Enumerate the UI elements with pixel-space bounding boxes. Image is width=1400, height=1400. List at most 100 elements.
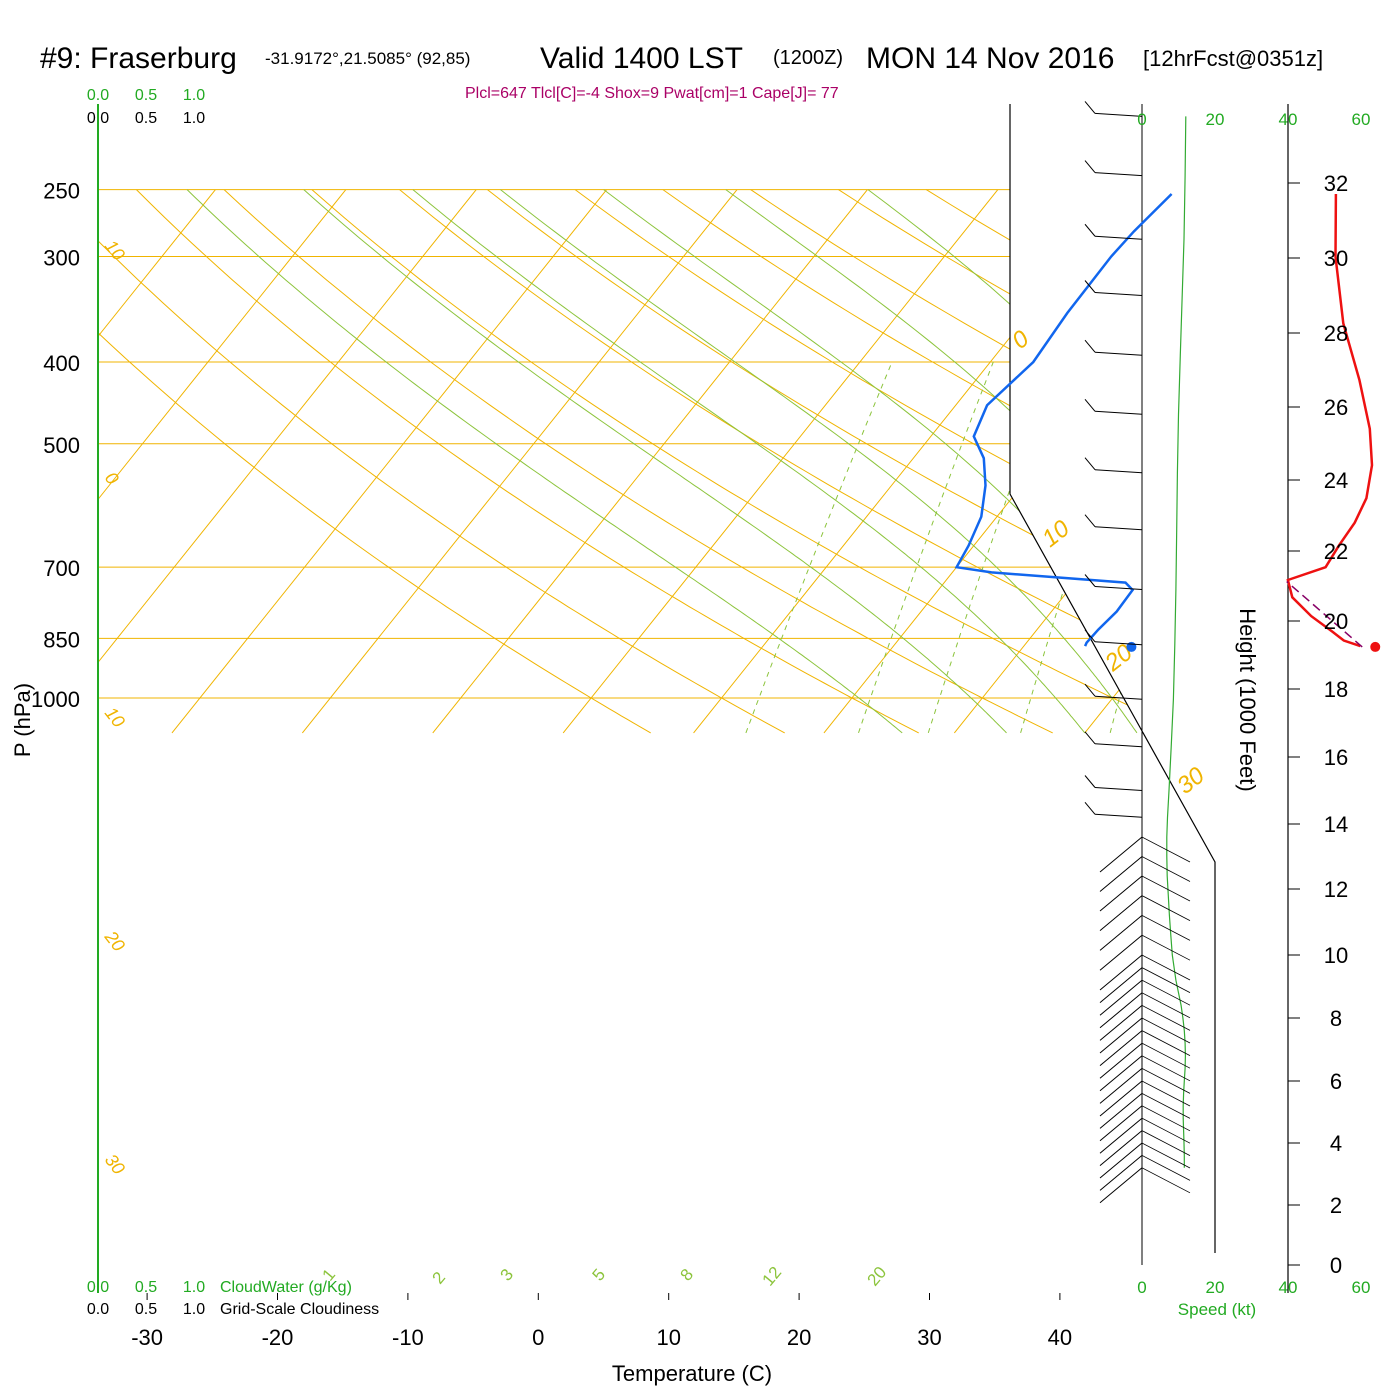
isotherm-label: 10 bbox=[1037, 515, 1075, 553]
wind-barb-flag bbox=[1084, 629, 1096, 643]
isotherm-label: 10 bbox=[101, 236, 129, 264]
mixing-ratio-line bbox=[1020, 361, 1139, 734]
height-tick-label: 28 bbox=[1324, 321, 1348, 346]
temperature-tick-label: 40 bbox=[1048, 1325, 1072, 1350]
speed-tick-label-top: 0 bbox=[1137, 110, 1146, 129]
wind-barb bbox=[1094, 586, 1143, 590]
wind-barb bbox=[1094, 410, 1143, 415]
wind-barb bbox=[1099, 1042, 1143, 1079]
wind-barb-flag bbox=[1141, 856, 1191, 882]
wind-barb bbox=[1099, 836, 1143, 873]
dry-adiabat bbox=[574, 189, 1215, 734]
parcel-trace bbox=[1286, 581, 1363, 648]
x-axis-label: Temperature (C) bbox=[612, 1361, 772, 1386]
moist-adiabat bbox=[867, 189, 1215, 734]
cloud-scale-bottom: 0.00.00.50.51.01.0 bbox=[87, 1279, 205, 1318]
height-tick-label: 16 bbox=[1324, 745, 1348, 770]
wind-barb-flag bbox=[1141, 1080, 1191, 1107]
wind-barb bbox=[1099, 934, 1143, 971]
wind-barb-flag bbox=[1084, 574, 1096, 587]
wind-barb-flag bbox=[1084, 160, 1096, 173]
wind-barb bbox=[1099, 1105, 1143, 1142]
wind-barb-flag bbox=[1141, 1017, 1191, 1044]
wind-barb bbox=[1099, 1130, 1143, 1166]
wind-barb-flag bbox=[1141, 1068, 1191, 1094]
height-tick-label: 8 bbox=[1330, 1006, 1342, 1031]
pressure-tick-label: 850 bbox=[43, 627, 80, 652]
wind-barb bbox=[1099, 895, 1143, 931]
wind-speed-line bbox=[1166, 116, 1187, 1168]
mixing-ratio-label: 5 bbox=[589, 1265, 610, 1284]
mixing-ratio-label: 2 bbox=[429, 1268, 450, 1287]
cloudwater-label: CloudWater (g/Kg) bbox=[220, 1279, 352, 1296]
pressure-tick-label: 1000 bbox=[31, 687, 80, 712]
wind-barb bbox=[1099, 1117, 1143, 1154]
wind-barb-flag bbox=[1084, 101, 1096, 114]
wind-barb-flag bbox=[1141, 875, 1191, 902]
moist-adiabat bbox=[412, 189, 1086, 734]
wind-barb-flag bbox=[1141, 915, 1191, 941]
wind-barb bbox=[1099, 979, 1143, 1016]
cloudiness-scale-label: 1.0 bbox=[183, 110, 205, 127]
wind-barb-flag bbox=[1141, 1005, 1191, 1031]
wind-barb-flag bbox=[1141, 1093, 1191, 1119]
speed-axis-label: Speed (kt) bbox=[1178, 1300, 1256, 1319]
temperature-tick-label: -10 bbox=[392, 1325, 424, 1350]
isotherm-line bbox=[301, 189, 738, 734]
isotherm-line bbox=[823, 189, 1215, 734]
wind-barb bbox=[1099, 1055, 1143, 1092]
forecast-date: MON 14 Nov 2016 bbox=[866, 42, 1114, 75]
isotherm-label: 10 bbox=[101, 703, 129, 731]
wind-barb bbox=[1099, 1167, 1143, 1204]
wind-barb bbox=[1094, 787, 1143, 791]
temperature-tick-label: 10 bbox=[656, 1325, 680, 1350]
isotherm-line bbox=[98, 189, 216, 734]
pressure-axis: 250 300 400 500 700 850 1000 bbox=[31, 179, 80, 712]
dry-adiabat bbox=[223, 189, 1053, 734]
moist-adiabat bbox=[500, 189, 1138, 734]
isotherm-line bbox=[693, 189, 1129, 734]
cloudiness-label: Grid-Scale Cloudiness bbox=[220, 1301, 379, 1318]
wind-barb bbox=[1099, 992, 1143, 1029]
mixing-ratio-line bbox=[858, 361, 994, 734]
temperature-trace bbox=[1286, 193, 1374, 648]
wind-barb-flag bbox=[1141, 1055, 1191, 1082]
height-tick-label: 26 bbox=[1324, 395, 1348, 420]
height-tick-label: 10 bbox=[1324, 943, 1348, 968]
isotherm-label: 20 bbox=[100, 926, 129, 955]
wind-barb-flag bbox=[1084, 801, 1096, 815]
dry-adiabat bbox=[1189, 189, 1215, 734]
mixing-ratio-labels: 1 2 3 5 8 12 20 bbox=[319, 1263, 891, 1290]
wind-barb bbox=[1094, 641, 1143, 646]
mixing-ratio-label: 3 bbox=[497, 1265, 518, 1284]
wind-barb bbox=[1094, 469, 1143, 474]
station-coords: -31.9172°,21.5085° (92,85) bbox=[265, 49, 470, 68]
dry-adiabat bbox=[1365, 190, 1400, 733]
height-tick-label: 20 bbox=[1324, 609, 1348, 634]
wind-barb-flag bbox=[1141, 1167, 1191, 1194]
plot-frame bbox=[97, 104, 1289, 1293]
y-axis-label: P (hPa) bbox=[10, 683, 35, 757]
speed-tick-label-top: 60 bbox=[1352, 110, 1371, 129]
cloudwater-scale-label: 0.0 bbox=[87, 87, 109, 104]
wind-barb-flag bbox=[1084, 398, 1096, 412]
wind-barb-flag bbox=[1141, 1117, 1191, 1144]
isotherm-label: 0 bbox=[1007, 325, 1035, 355]
cloudwater-scale-label: 1.0 bbox=[183, 1279, 205, 1296]
speed-tick-label-bottom: 40 bbox=[1279, 1278, 1298, 1297]
surface-temperature-marker bbox=[1370, 641, 1381, 652]
isotherm-line bbox=[98, 189, 347, 734]
isotherm-line bbox=[98, 189, 477, 734]
wind-barb bbox=[1094, 743, 1143, 748]
wind-barb bbox=[1099, 875, 1143, 912]
pressure-tick-label: 300 bbox=[43, 246, 80, 271]
wind-barb bbox=[1094, 112, 1143, 117]
wind-barb bbox=[1094, 695, 1143, 700]
wind-barb bbox=[1094, 292, 1143, 296]
wind-panel bbox=[1084, 101, 1191, 1204]
moist-adiabat bbox=[1022, 189, 1215, 734]
dewpoint-trace bbox=[954, 193, 1173, 647]
dry-adiabat bbox=[925, 189, 1215, 734]
sounding-traces bbox=[954, 193, 1381, 652]
